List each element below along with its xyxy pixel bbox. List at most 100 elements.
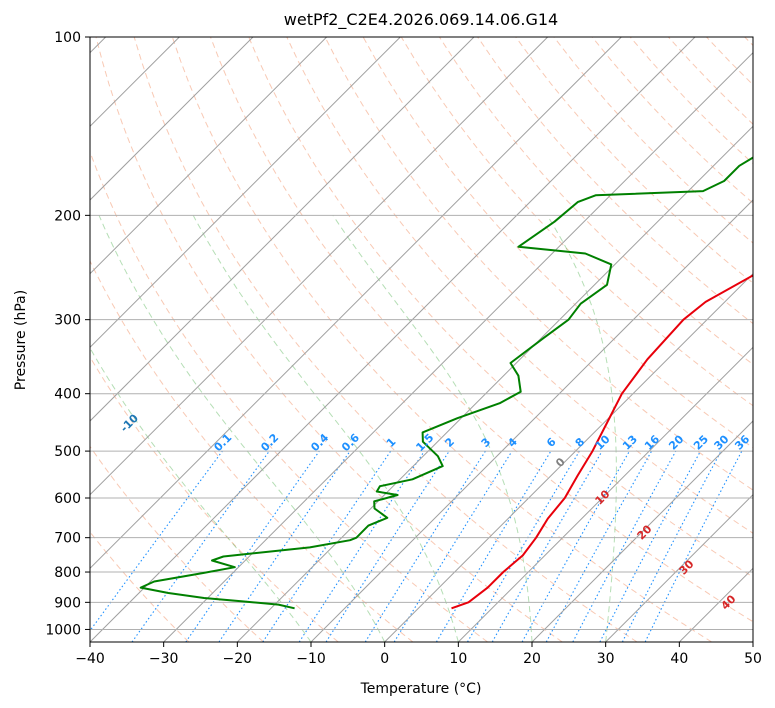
mixing-ratio-line (435, 450, 552, 642)
moist-adiabat (546, 215, 617, 642)
y-tick-label: 200 (54, 208, 81, 224)
dry-adiabat-label: -10 (118, 411, 141, 434)
mixing-ratio-label: 13 (620, 433, 640, 453)
mixing-ratio-label: 2 (442, 435, 457, 450)
isotherm-line (90, 37, 254, 201)
dry-adiabat (90, 445, 264, 642)
y-tick-label: 700 (54, 531, 81, 547)
dry-adiabat (248, 37, 753, 578)
y-axis-label: Pressure (hPa) (13, 290, 29, 390)
mixing-ratio-label: 16 (642, 432, 662, 452)
mixing-ratio-line (262, 450, 392, 642)
isotherm-line (163, 51, 753, 642)
mixing-ratio-label: 4 (505, 435, 520, 450)
x-tick-label: 30 (597, 651, 615, 667)
moist-adiabat-label: 40 (719, 592, 739, 612)
dry-adiabat (90, 259, 414, 642)
isotherm-line (605, 493, 753, 642)
isotherm-line (236, 125, 753, 642)
mixing-ratio-line (393, 450, 513, 642)
isotherm-line (90, 37, 622, 570)
isotherm-line (90, 37, 549, 496)
mixing-ratio-line (521, 450, 630, 642)
isotherm-line (90, 37, 475, 422)
moist-adiabat (332, 215, 533, 642)
mixing-ratio-label: 1 (384, 435, 399, 450)
mixing-ratio-line (644, 450, 743, 642)
y-tick-label: 100 (54, 30, 81, 46)
mixing-ratio-line (325, 450, 450, 642)
moist-adiabat-label: 0 (553, 455, 568, 470)
moist-adiabat (192, 215, 459, 642)
dry-adiabat (515, 37, 753, 284)
mixing-ratio-line (90, 450, 223, 632)
mixing-ratio-line (467, 450, 580, 642)
mixing-ratio-line (599, 450, 701, 642)
mixing-ratio-line (131, 450, 270, 642)
mixing-ratio-line (218, 450, 351, 642)
moist-adiabat (98, 215, 386, 642)
pressure-grid (90, 37, 753, 630)
x-tick-label: 20 (523, 651, 541, 667)
x-tick-label: −30 (149, 651, 179, 667)
mixing-ratio-label: 20 (666, 432, 686, 452)
x-tick-label: 40 (670, 651, 688, 667)
dry-adiabat (744, 37, 753, 47)
y-axis: 100 200 300 400 500 600 700 800 900 1000 (45, 30, 90, 638)
chart-title: wetPf2_C2E4.2026.069.14.06.G14 (284, 10, 558, 30)
x-tick-label: −40 (75, 651, 105, 667)
x-tick-label: 0 (380, 651, 389, 667)
isotherm-line (752, 641, 753, 642)
mixing-ratio-line (185, 450, 320, 642)
mixing-ratio-label: 3 (479, 435, 494, 450)
y-tick-label: 1000 (45, 622, 81, 638)
moist-adiabat-label: 20 (635, 522, 655, 542)
temperature-profile (451, 274, 753, 610)
x-tick-label: −20 (223, 651, 253, 667)
x-tick-label: 10 (449, 651, 467, 667)
y-tick-label: 400 (54, 387, 81, 403)
moist-adiabat-label: 30 (677, 557, 697, 577)
mixing-ratio-label: 6 (544, 435, 559, 450)
mixing-ratio-line (364, 450, 486, 642)
isotherm-line (90, 37, 696, 642)
dry-adiabat (668, 37, 753, 125)
mixing-ratio-label: 8 (573, 435, 588, 450)
isotherm-line (90, 37, 328, 275)
mixing-ratio-label: 25 (691, 433, 711, 453)
dry-adiabat (591, 37, 753, 204)
isotherm-line (457, 346, 753, 642)
y-tick-label: 600 (54, 491, 81, 507)
mixing-ratio-label: 30 (712, 432, 732, 452)
dry-adiabat (95, 37, 563, 642)
x-tick-label: 50 (744, 651, 762, 667)
dry-adiabat (133, 37, 638, 642)
dry-adiabat (706, 37, 753, 86)
dry-adiabat (324, 37, 753, 491)
isotherm-line (90, 37, 401, 349)
dewpoint-profile (139, 156, 753, 610)
x-axis-label: Temperature (°C) (360, 681, 482, 697)
mixing-ratio-line (545, 450, 653, 642)
x-axis: −40 −30 −20 −10 0 10 20 30 40 50 (75, 642, 762, 667)
dry-adiabat (286, 37, 753, 534)
mixing-ratio-line (572, 450, 677, 642)
mixing-ratio-label: 36 (732, 432, 752, 452)
mixing-ratio-label: 10 (593, 432, 613, 452)
plot-frame (89, 36, 754, 643)
isotherm-line (384, 272, 753, 642)
background-reference-lines (90, 37, 753, 642)
y-tick-label: 800 (54, 565, 81, 581)
isotherm-line (310, 199, 753, 642)
dry-adiabat (210, 37, 753, 623)
dry-adiabat (171, 37, 712, 642)
isotherm-line (531, 420, 753, 642)
x-tick-label: −10 (296, 651, 326, 667)
dry-adiabat (90, 356, 339, 642)
y-tick-label: 300 (54, 313, 81, 329)
profile-lines (139, 156, 753, 610)
y-tick-label: 900 (54, 595, 81, 611)
moist-adiabat (90, 347, 312, 642)
isotherm-line (678, 567, 753, 642)
